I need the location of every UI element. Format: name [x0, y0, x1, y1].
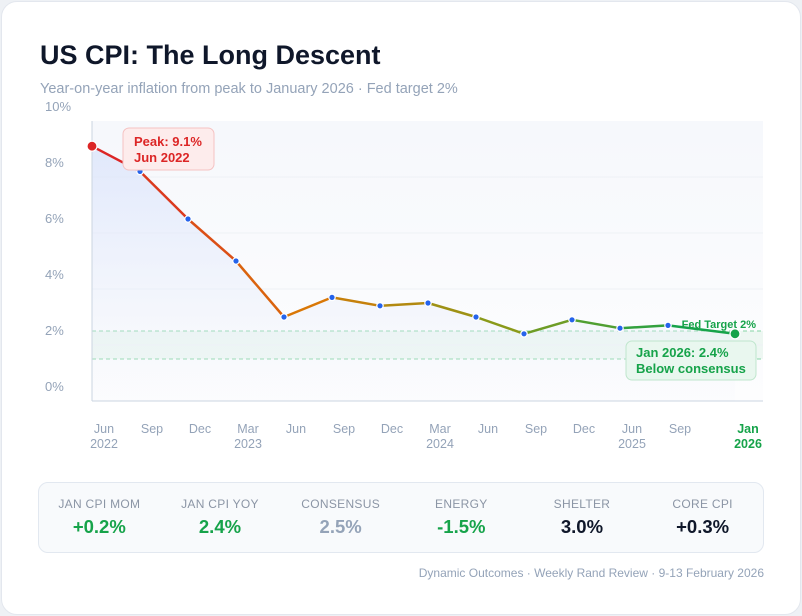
- line-segment: [474, 315, 526, 336]
- stat-value: 2.5%: [319, 516, 362, 537]
- line-segment: [666, 324, 737, 336]
- x-tick-year: 2026: [734, 437, 762, 451]
- line-segment: [282, 296, 334, 319]
- latest-annotation-note: Below consensus: [636, 361, 746, 376]
- data-point: [184, 215, 192, 223]
- peak-annotation-box: [122, 127, 215, 171]
- line-segment: [426, 301, 478, 319]
- footer-credit: Dynamic Outcomes · Weekly Rand Review · …: [418, 566, 764, 580]
- x-tick-label: Jun: [94, 422, 114, 436]
- data-point: [664, 321, 672, 330]
- line-segment: [522, 318, 574, 336]
- line-segment: [138, 170, 190, 221]
- data-point: [280, 313, 288, 321]
- x-tick-label: Jan: [737, 422, 759, 436]
- x-tick-year: 2023: [234, 437, 262, 451]
- latest-annotation-value: Jan 2026: 2.4%: [636, 345, 729, 360]
- page-title: US CPI: The Long Descent: [40, 40, 381, 70]
- x-tick-label: Dec: [381, 422, 403, 436]
- stat-value: +0.3%: [676, 516, 730, 537]
- data-point: [376, 301, 384, 310]
- x-tick-label: Dec: [573, 422, 595, 436]
- x-tick-year: 2025: [618, 437, 646, 451]
- stat-item: JAN CPI YOY 2.4%: [165, 497, 275, 538]
- stat-item: SHELTER 3.0%: [527, 497, 637, 538]
- x-tick-label: Sep: [525, 422, 547, 436]
- fed-target-label: Fed Target 2%: [682, 319, 757, 331]
- x-tick-label: Sep: [669, 422, 691, 436]
- stat-item: CONSENSUS 2.5%: [286, 497, 396, 538]
- y-tick-label: 8%: [45, 155, 64, 170]
- x-tick-label: Jun: [286, 422, 306, 436]
- peak-annotation-value: Peak: 9.1%: [134, 134, 202, 149]
- data-point: [568, 315, 576, 324]
- stat-label: CORE CPI: [672, 497, 733, 511]
- y-tick-label: 10%: [45, 99, 71, 114]
- data-point: [472, 313, 480, 321]
- latest-annotation-box: [625, 340, 757, 381]
- stat-label: CONSENSUS: [301, 497, 380, 511]
- line-segment: [378, 301, 430, 308]
- peak-point: [86, 140, 98, 152]
- peak-annotation-date: Jun 2022: [134, 150, 190, 165]
- stat-label: JAN CPI YOY: [181, 497, 259, 511]
- line-segment: [330, 296, 382, 308]
- stat-item: ENERGY -1.5%: [406, 497, 516, 538]
- stat-item: CORE CPI +0.3%: [648, 497, 758, 538]
- y-tick-label: 0%: [45, 379, 64, 394]
- x-tick-label: Mar: [237, 422, 259, 436]
- latest-point: [729, 328, 741, 340]
- stat-value: +0.2%: [72, 516, 126, 537]
- y-tick-label: 2%: [45, 323, 64, 338]
- stat-label: SHELTER: [553, 497, 611, 511]
- stat-value: -1.5%: [437, 516, 486, 537]
- x-tick-label: Mar: [429, 422, 451, 436]
- line-segment: [186, 217, 238, 263]
- stat-label: JAN CPI MOM: [58, 497, 141, 511]
- y-tick-label: 6%: [45, 211, 64, 226]
- x-tick-label: Dec: [189, 422, 211, 436]
- line-segment: [570, 318, 622, 330]
- line-segment: [618, 324, 670, 330]
- data-point: [424, 299, 432, 307]
- line-segment: [234, 259, 286, 319]
- data-point: [520, 329, 528, 338]
- subtitle: Year-on-year inflation from peak to Janu…: [40, 81, 458, 97]
- stat-label: ENERGY: [435, 497, 488, 511]
- stat-item: JAN CPI MOM +0.2%: [44, 497, 154, 538]
- data-point: [616, 324, 624, 333]
- x-tick-label: Sep: [333, 422, 355, 436]
- x-tick-year: 2022: [90, 437, 118, 451]
- data-point: [328, 293, 336, 302]
- x-tick-label: Jun: [622, 422, 642, 436]
- data-point: [232, 257, 240, 265]
- x-tick-year: 2024: [426, 437, 454, 451]
- area-fill: [92, 146, 735, 401]
- stats-panel: JAN CPI MOM +0.2% JAN CPI YOY 2.4% CONSENSUS…: [38, 482, 764, 553]
- stat-value: 3.0%: [560, 516, 604, 537]
- stat-value: 2.4%: [198, 516, 242, 537]
- y-tick-label: 4%: [45, 267, 64, 282]
- x-tick-label: Sep: [141, 422, 163, 436]
- x-tick-label: Jun: [478, 422, 498, 436]
